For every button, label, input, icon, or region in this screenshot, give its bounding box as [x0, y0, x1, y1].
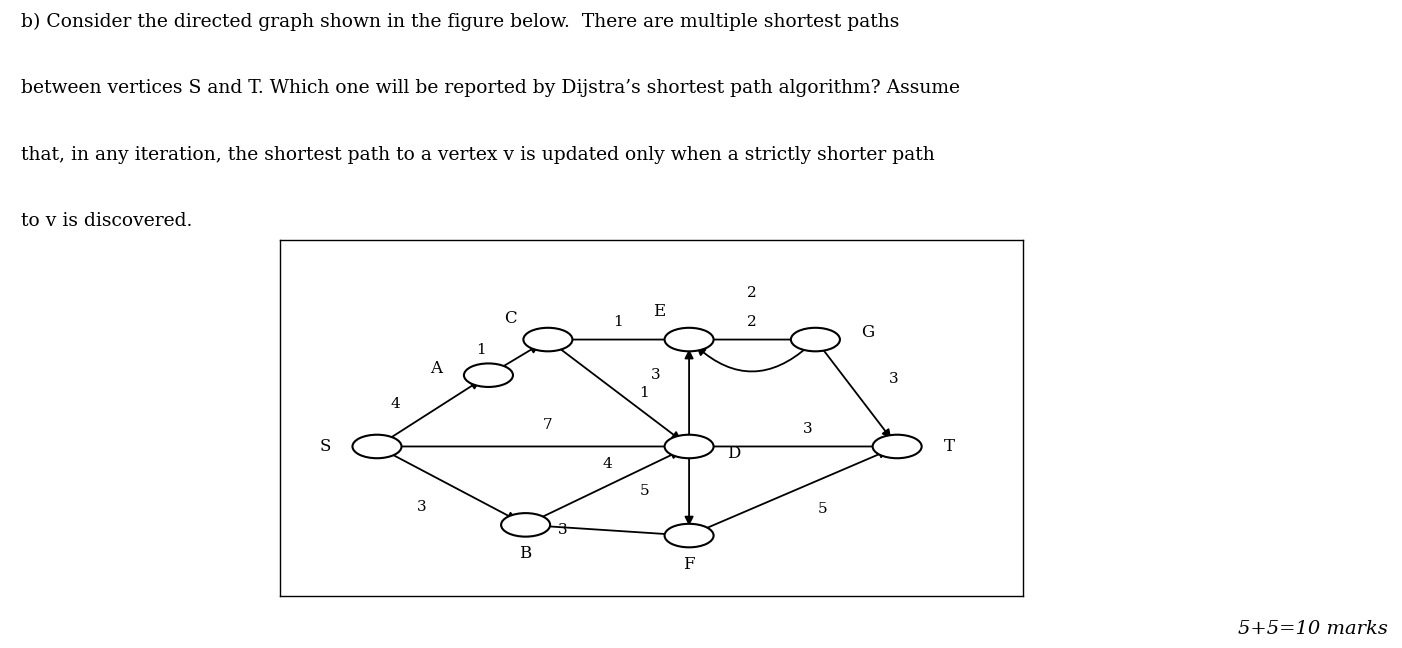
Text: A: A [430, 360, 443, 376]
Text: that, in any iteration, the shortest path to a vertex v is updated only when a s: that, in any iteration, the shortest pat… [21, 146, 935, 164]
Text: to v is discovered.: to v is discovered. [21, 213, 192, 231]
Circle shape [523, 328, 572, 351]
Text: 2: 2 [747, 315, 757, 329]
Circle shape [665, 435, 714, 458]
Text: T: T [944, 438, 955, 455]
Text: F: F [683, 555, 695, 573]
Text: 5: 5 [817, 502, 827, 516]
Text: C: C [505, 310, 517, 327]
Circle shape [665, 328, 714, 351]
Text: 1: 1 [639, 386, 649, 400]
Text: 3: 3 [889, 372, 899, 386]
Text: 3: 3 [803, 422, 813, 435]
Text: between vertices S and T. Which one will be reported by Dijstra’s shortest path : between vertices S and T. Which one will… [21, 80, 960, 97]
Circle shape [352, 435, 401, 458]
Text: E: E [653, 303, 666, 319]
Text: b) Consider the directed graph shown in the figure below.  There are multiple sh: b) Consider the directed graph shown in … [21, 13, 900, 31]
Text: B: B [520, 545, 531, 562]
Text: S: S [320, 438, 331, 455]
Text: 3: 3 [558, 523, 568, 537]
Text: 7: 7 [543, 418, 552, 432]
Circle shape [872, 435, 921, 458]
Text: 3: 3 [651, 368, 660, 382]
Text: D: D [728, 445, 740, 462]
Text: 3: 3 [416, 500, 426, 514]
Text: 5: 5 [639, 484, 649, 498]
Circle shape [501, 513, 550, 537]
Circle shape [791, 328, 840, 351]
Text: G: G [861, 324, 873, 341]
Circle shape [464, 364, 513, 387]
Circle shape [665, 524, 714, 548]
Text: 2: 2 [747, 286, 757, 300]
Text: 5+5=10 marks: 5+5=10 marks [1238, 619, 1388, 638]
Text: 4: 4 [391, 397, 401, 411]
Text: 4: 4 [603, 457, 613, 471]
Text: 1: 1 [614, 315, 624, 329]
Text: 1: 1 [477, 343, 486, 357]
